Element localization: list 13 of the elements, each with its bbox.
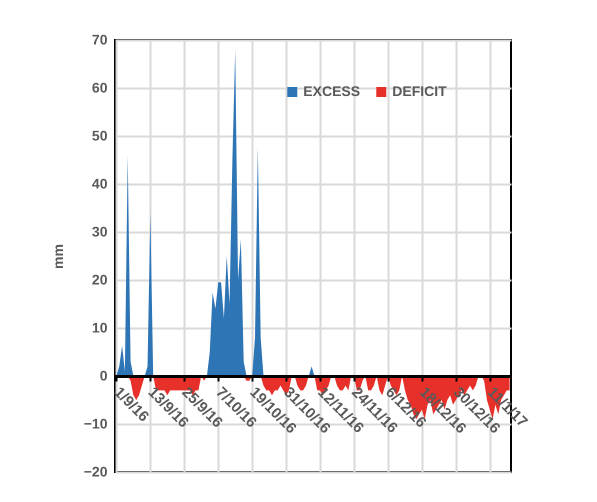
y-tick-label: 50 [92,128,108,144]
y-tick-label: 40 [92,176,108,192]
y-tick-label: 10 [92,320,108,336]
y-tick-label: −10 [84,416,108,432]
y-tick-label: 30 [92,224,108,240]
legend-label: DEFICIT [392,83,448,99]
y-axis-title: mm [50,244,66,269]
y-tick-label: 60 [92,80,108,96]
y-tick-label: 70 [92,32,108,48]
y-tick-label: 20 [92,272,108,288]
y-tick-label: 0 [100,368,108,384]
y-tick-label: −20 [84,464,108,480]
legend-label: EXCESS [303,83,360,99]
